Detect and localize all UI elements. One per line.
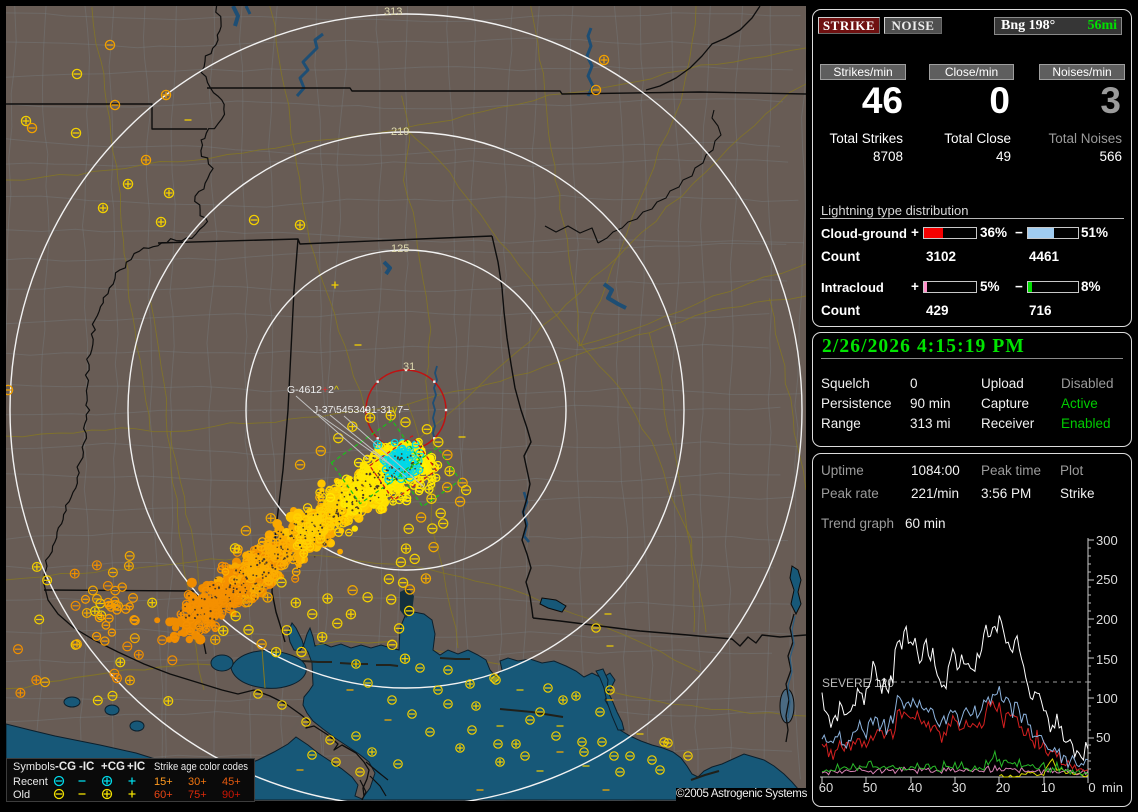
svg-text:0: 0 [1088,780,1095,795]
svg-text:-CG: -CG [55,761,76,773]
svg-text:10: 10 [1041,780,1055,795]
svg-text:Strike age color codes: Strike age color codes [154,761,248,773]
svg-text:50: 50 [1096,730,1110,745]
svg-text:30+: 30+ [188,776,207,788]
svg-text:60: 60 [819,780,833,795]
svg-text:50: 50 [863,780,877,795]
svg-text:90+: 90+ [222,789,241,800]
svg-text:30: 30 [952,780,966,795]
svg-text:SEVERE 120: SEVERE 120 [822,676,894,690]
svg-text:J-37\5453491-31v7−: J-37\5453491-31v7− [313,404,409,416]
svg-text:G-4612+2^: G-4612+2^ [287,384,339,396]
svg-text:-IC: -IC [79,761,94,773]
svg-text:125: 125 [391,243,409,255]
svg-text:15+: 15+ [154,776,173,788]
svg-text:313: 313 [384,6,402,18]
svg-text:min: min [1102,780,1123,795]
svg-text:40: 40 [908,780,922,795]
svg-text:150: 150 [1096,652,1118,667]
svg-text:45+: 45+ [222,776,241,788]
svg-text:Recent: Recent [13,776,48,788]
svg-text:75+: 75+ [188,789,207,800]
svg-text:300: 300 [1096,533,1118,548]
svg-text:31: 31 [403,361,415,373]
svg-text:250: 250 [1096,572,1118,587]
svg-text:Old: Old [13,789,30,800]
svg-text:20: 20 [996,780,1010,795]
svg-text:60+: 60+ [154,789,173,800]
svg-text:+CG: +CG [101,761,125,773]
svg-text:+IC: +IC [127,761,145,773]
svg-text:Symbols: Symbols [13,761,56,773]
svg-text:100: 100 [1096,691,1118,706]
svg-text:200: 200 [1096,612,1118,627]
svg-text:219: 219 [391,126,409,138]
